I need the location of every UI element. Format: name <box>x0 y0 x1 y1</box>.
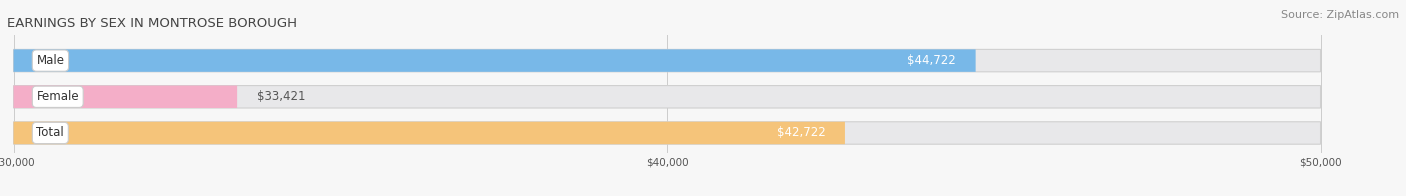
Text: $33,421: $33,421 <box>257 90 305 103</box>
Text: Source: ZipAtlas.com: Source: ZipAtlas.com <box>1281 10 1399 20</box>
Text: Total: Total <box>37 126 65 140</box>
FancyBboxPatch shape <box>14 86 1320 108</box>
FancyBboxPatch shape <box>14 122 1320 144</box>
FancyBboxPatch shape <box>14 49 976 72</box>
Text: $44,722: $44,722 <box>907 54 956 67</box>
FancyBboxPatch shape <box>14 49 1320 72</box>
FancyBboxPatch shape <box>14 122 845 144</box>
Text: $42,722: $42,722 <box>776 126 825 140</box>
Text: Female: Female <box>37 90 79 103</box>
Text: EARNINGS BY SEX IN MONTROSE BOROUGH: EARNINGS BY SEX IN MONTROSE BOROUGH <box>7 17 297 30</box>
FancyBboxPatch shape <box>14 86 238 108</box>
Text: Male: Male <box>37 54 65 67</box>
